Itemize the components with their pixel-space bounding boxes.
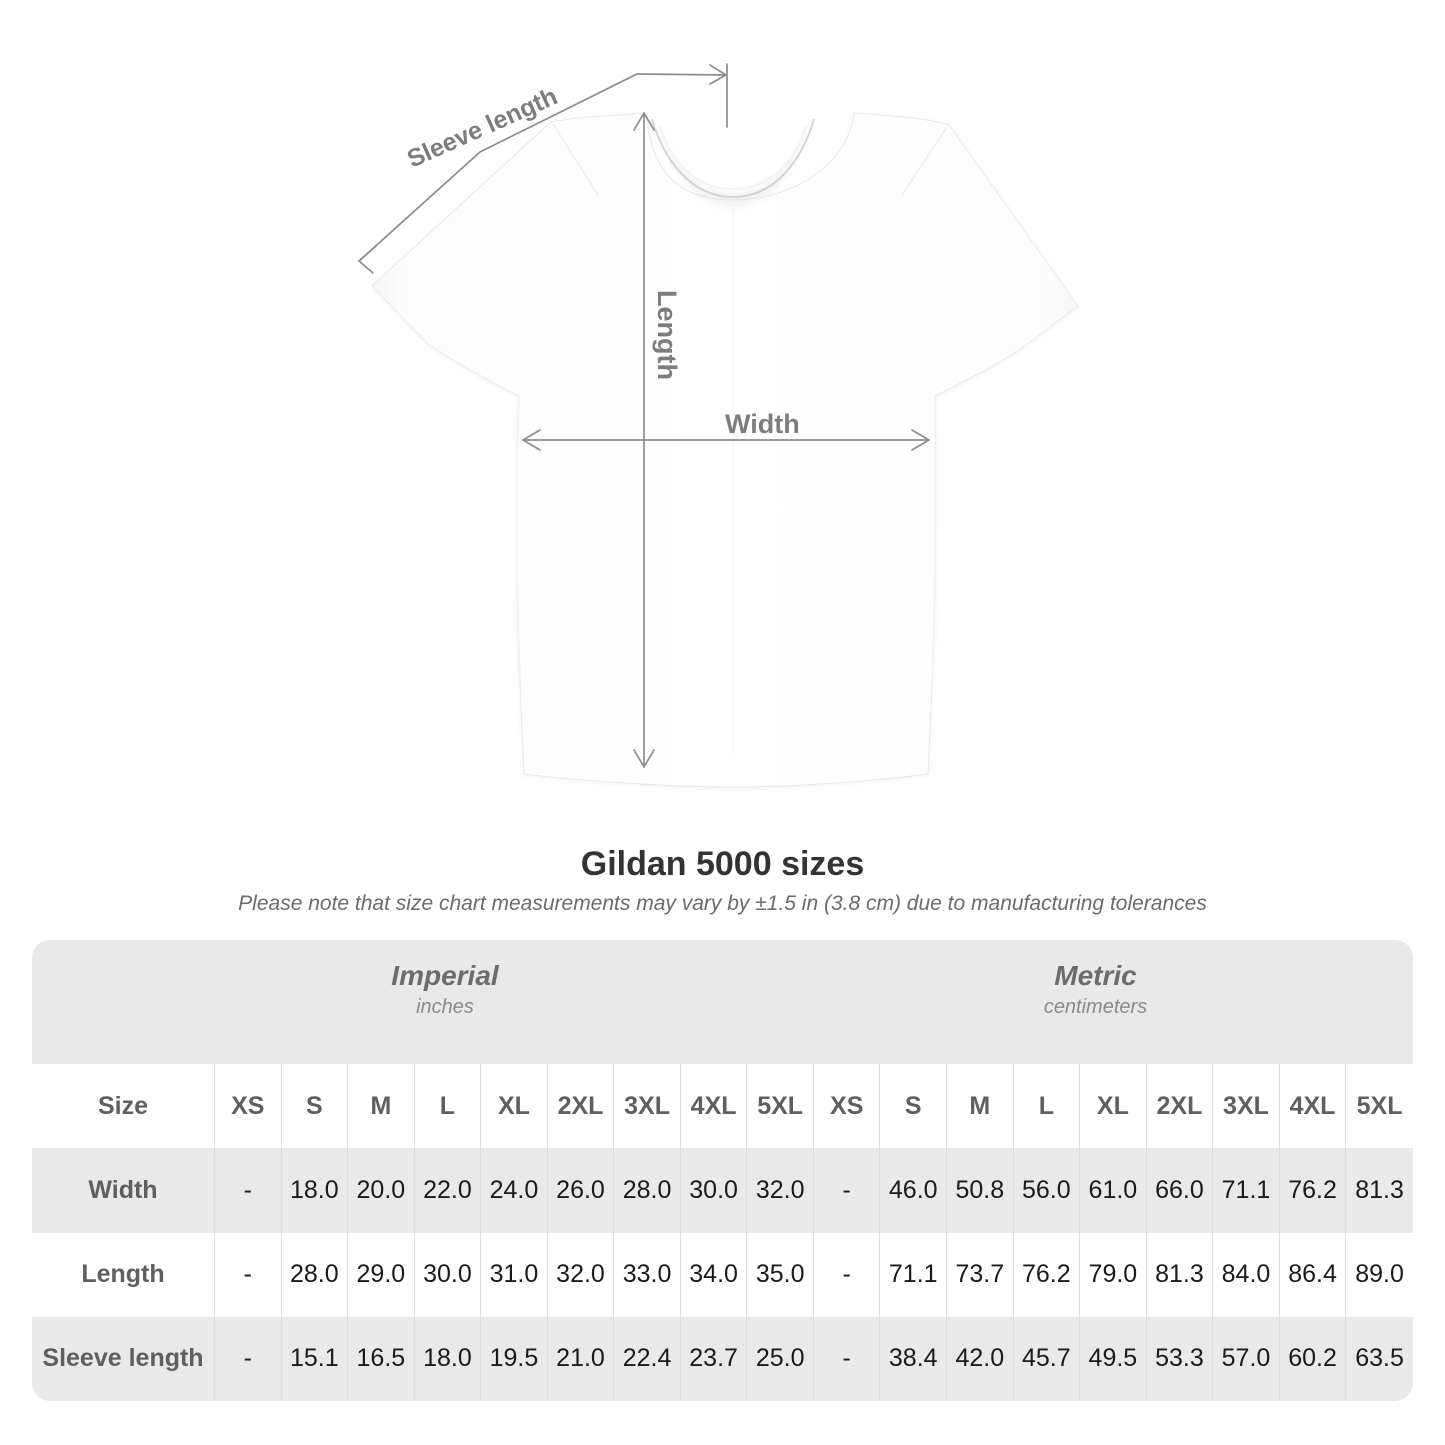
svg-text:Width: Width [725, 409, 800, 439]
svg-text:Length: Length [652, 290, 682, 380]
